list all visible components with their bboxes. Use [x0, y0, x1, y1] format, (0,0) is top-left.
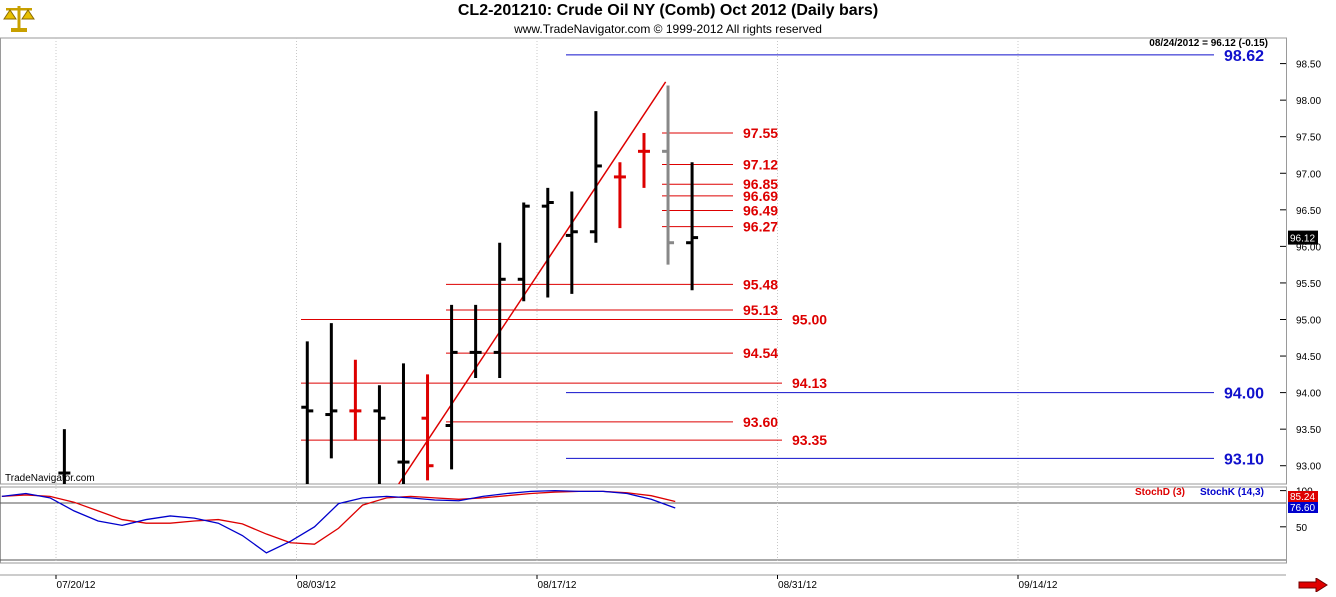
x-tick-label: 08/17/12 [538, 580, 577, 591]
fib-level-label: 96.27 [743, 219, 778, 235]
copyright-text: www.TradeNavigator.com © 1999-2012 All r… [514, 22, 822, 36]
ohlc-bar [589, 111, 602, 243]
last-bar-label: 08/24/2012 = 96.12 (-0.15) [1149, 38, 1268, 49]
y-tick-label: 98.50 [1296, 60, 1321, 71]
ohlc-bar [493, 242, 506, 378]
balance-scale-logo-icon [2, 2, 36, 34]
ohlc-bar [613, 162, 626, 229]
x-tick-label: 07/20/12 [57, 580, 96, 591]
last-price-tag: 96.12 [1290, 234, 1315, 245]
ohlc-bar [58, 429, 71, 484]
y-tick-label: 97.50 [1296, 133, 1321, 144]
fib-level-label: 93.35 [792, 432, 827, 448]
blue-level-label: 94.00 [1224, 386, 1264, 403]
fib-level-label: 96.49 [743, 203, 778, 219]
ohlc-bar [421, 374, 434, 481]
fib-level-label: 96.85 [743, 176, 778, 192]
ohlc-bar [301, 341, 314, 484]
y-tick-label: 94.50 [1296, 352, 1321, 363]
x-tick-label: 08/03/12 [297, 580, 336, 591]
y-tick-label: 96.00 [1296, 242, 1321, 253]
ohlc-bar [565, 191, 578, 294]
stochd-value: 85.24 [1290, 492, 1315, 503]
ohlc-bar [541, 187, 554, 298]
fib-level-label: 97.55 [743, 125, 778, 141]
fib-level-label: 96.69 [743, 188, 778, 204]
fib-level-label: 95.00 [792, 311, 827, 327]
ohlc-bar [325, 323, 338, 459]
trendline [398, 81, 667, 485]
ohlc-bar [662, 85, 675, 265]
y-tick-label: 93.00 [1296, 462, 1321, 473]
stochd-value-box [1288, 491, 1318, 502]
ohlc-bar [517, 202, 530, 302]
last-price-tag-box [1288, 230, 1318, 245]
y-tick-label: 97.00 [1296, 169, 1321, 180]
stochd-legend: StochD (3) [1135, 487, 1185, 498]
stochk-value: 76.60 [1290, 503, 1315, 514]
x-tick-label: 09/14/12 [1019, 580, 1058, 591]
ohlc-bar [637, 133, 650, 188]
stochk-legend: StochK (14,3) [1200, 487, 1264, 498]
scroll-right-arrow-icon[interactable] [1298, 577, 1328, 593]
price-panel-frame [0, 37, 1287, 485]
ohlc-bar [373, 385, 386, 484]
fib-level-label: 94.13 [792, 375, 827, 391]
y-tick-label: 93.50 [1296, 425, 1321, 436]
fib-level-label: 94.54 [743, 345, 778, 361]
y-tick-label: 95.50 [1296, 279, 1321, 290]
y-tick-label: 96.50 [1296, 206, 1321, 217]
ohlc-bar [445, 304, 458, 470]
fib-level-label: 95.48 [743, 276, 778, 292]
y-tick-label: 95.00 [1296, 315, 1321, 326]
fib-level-label: 93.60 [743, 414, 778, 430]
watermark-text: TradeNavigator.com [5, 473, 95, 484]
ohlc-bar [349, 359, 362, 441]
fib-level-label: 95.13 [743, 302, 778, 318]
stoch-y-tick-label: 50 [1296, 523, 1308, 534]
stoch-panel-frame [0, 486, 1287, 564]
chart-title: CL2-201210: Crude Oil NY (Comb) Oct 2012… [457, 2, 879, 19]
blue-level-label: 93.10 [1224, 451, 1264, 468]
ohlc-bar [397, 363, 410, 484]
x-tick-label: 08/31/12 [778, 580, 817, 591]
y-tick-label: 94.00 [1296, 389, 1321, 400]
stochd-line [1, 490, 676, 545]
blue-level-label: 98.62 [1224, 48, 1264, 65]
y-tick-label: 98.00 [1296, 96, 1321, 107]
fib-level-label: 97.12 [743, 156, 778, 172]
ohlc-bar [686, 162, 699, 291]
stochk-line [1, 489, 676, 554]
ohlc-bar [469, 304, 482, 378]
stochk-value-box [1288, 502, 1318, 513]
